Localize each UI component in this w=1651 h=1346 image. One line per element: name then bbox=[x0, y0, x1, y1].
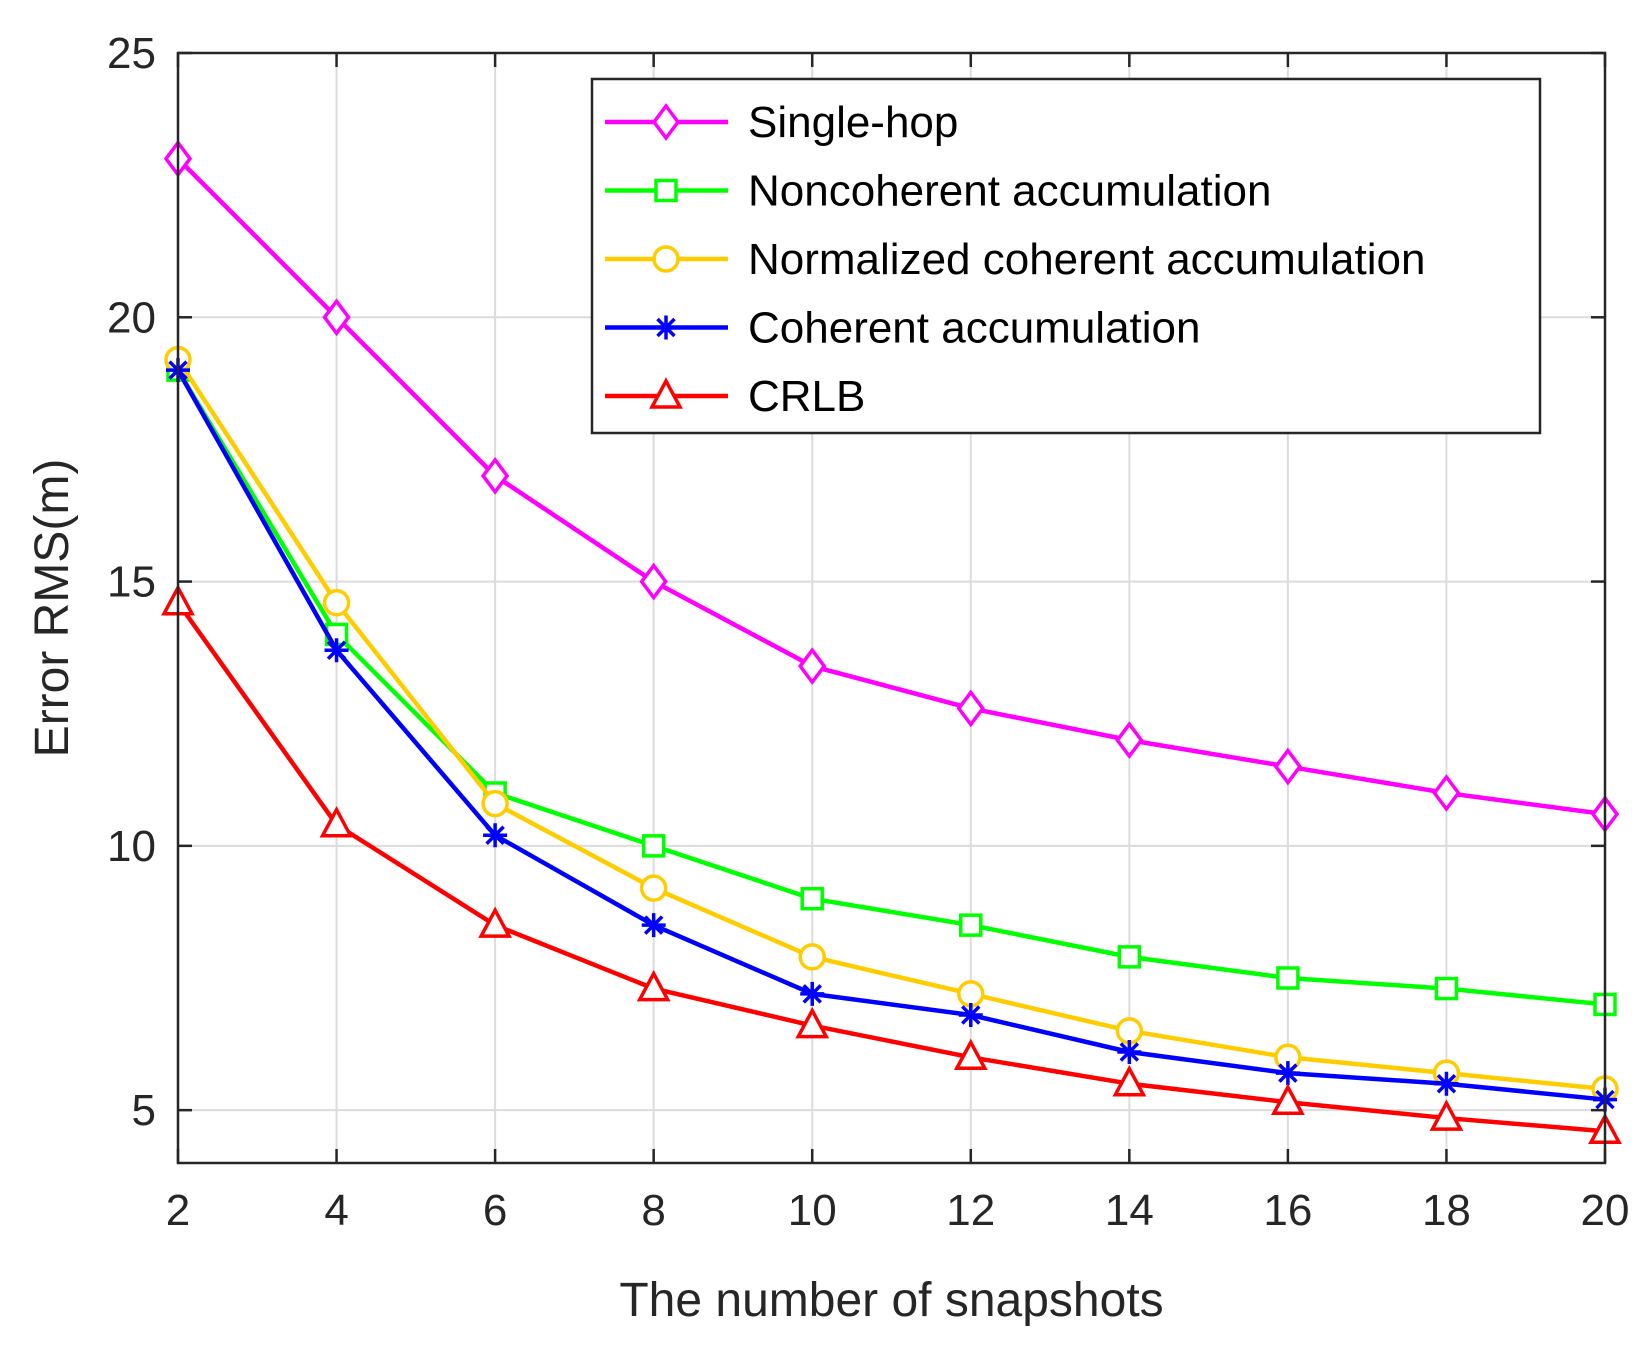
series-line-crlb bbox=[176, 601, 1606, 1134]
data-point-crlb bbox=[319, 806, 354, 838]
legend-marker-coherent-accumulation bbox=[654, 315, 678, 340]
data-point-noncoherent-accumulation bbox=[1434, 976, 1459, 1001]
legend-marker-single-hop bbox=[651, 103, 681, 141]
x-tick-label: 4 bbox=[324, 1186, 348, 1235]
series-crlb bbox=[161, 584, 1622, 1145]
legend-label-single-hop: Single-hop bbox=[748, 98, 958, 147]
legend-label-crlb: CRLB bbox=[748, 372, 865, 421]
data-point-single-hop bbox=[1432, 774, 1461, 812]
legend-marker-noncoherent-accumulation bbox=[654, 178, 678, 203]
data-point-crlb bbox=[478, 906, 513, 938]
x-tick-label: 2 bbox=[166, 1186, 190, 1235]
series-normalized-coherent-accumulation bbox=[164, 345, 1619, 1103]
legend-box bbox=[590, 77, 1542, 435]
legend-entry-crlb: CRLB bbox=[605, 372, 865, 421]
series-coherent-accumulation bbox=[166, 358, 1617, 1112]
data-point-crlb bbox=[795, 1006, 830, 1039]
data-point-coherent-accumulation bbox=[324, 638, 349, 663]
data-point-noncoherent-accumulation bbox=[959, 913, 983, 937]
data-point-noncoherent-accumulation bbox=[800, 886, 824, 911]
data-point-noncoherent-accumulation bbox=[1117, 945, 1142, 969]
data-point-noncoherent-accumulation bbox=[641, 834, 666, 858]
data-point-noncoherent-accumulation bbox=[1276, 966, 1300, 990]
x-tick-label: 20 bbox=[1581, 1186, 1630, 1235]
data-point-coherent-accumulation bbox=[800, 981, 825, 1006]
x-tick-label: 12 bbox=[946, 1186, 995, 1235]
legend-entry-noncoherent-accumulation: Noncoherent accumulation bbox=[605, 167, 1271, 216]
series-line-normalized-coherent-accumulation bbox=[176, 358, 1606, 1092]
y-axis-label: Error RMS(m) bbox=[26, 459, 79, 758]
data-point-normalized-coherent-accumulation bbox=[798, 943, 826, 971]
plot-frame bbox=[176, 51, 1607, 1165]
legend-entry-single-hop: Single-hop bbox=[605, 98, 958, 147]
data-point-crlb bbox=[1429, 1099, 1464, 1131]
legend: Single-hop Noncoherent accumulation Normal… bbox=[590, 77, 1542, 435]
data-point-crlb bbox=[636, 969, 671, 1002]
legend-label-normalized-coherent-accumulation: Normalized coherent accumulation bbox=[748, 235, 1425, 284]
data-point-normalized-coherent-accumulation bbox=[322, 588, 351, 617]
legend-entry-normalized-coherent-accumulation: Normalized coherent accumulation bbox=[605, 235, 1425, 284]
data-point-coherent-accumulation bbox=[1434, 1071, 1459, 1096]
x-tick-label: 16 bbox=[1263, 1186, 1312, 1235]
legend-marker-crlb bbox=[649, 377, 683, 409]
y-tick-label: 10 bbox=[107, 822, 156, 871]
data-point-single-hop bbox=[480, 456, 510, 495]
legend-label-coherent-accumulation: Coherent accumulation bbox=[748, 304, 1200, 353]
data-point-single-hop bbox=[798, 647, 827, 686]
series-line-single-hop bbox=[176, 157, 1606, 817]
legend-marker-normalized-coherent-accumulation bbox=[652, 245, 680, 273]
x-tick-label: 6 bbox=[483, 1186, 507, 1235]
data-point-crlb bbox=[1270, 1083, 1305, 1115]
series-line-coherent-accumulation bbox=[176, 369, 1606, 1102]
data-point-single-hop bbox=[1273, 747, 1303, 786]
data-point-single-hop bbox=[956, 689, 985, 728]
x-tick-label: 18 bbox=[1422, 1186, 1471, 1235]
series-layer bbox=[161, 139, 1622, 1145]
x-tick-label: 10 bbox=[788, 1186, 837, 1235]
data-point-coherent-accumulation bbox=[483, 823, 508, 848]
data-point-normalized-coherent-accumulation bbox=[639, 874, 668, 902]
axis-ticks: 2 4 6 8 10 12 14 16 18 20 5 10 15 20 25 bbox=[107, 29, 1629, 1235]
data-point-normalized-coherent-accumulation bbox=[957, 980, 985, 1008]
data-point-coherent-accumulation bbox=[958, 1003, 983, 1027]
series-line-noncoherent-accumulation bbox=[176, 368, 1606, 1007]
data-point-crlb bbox=[1112, 1065, 1147, 1097]
x-axis-label: The number of snapshots bbox=[619, 1274, 1163, 1327]
data-point-coherent-accumulation bbox=[1117, 1040, 1142, 1064]
data-point-single-hop bbox=[1115, 721, 1144, 760]
x-tick-label: 14 bbox=[1105, 1186, 1154, 1235]
x-tick-label: 8 bbox=[641, 1186, 665, 1235]
y-tick-label: 5 bbox=[132, 1086, 156, 1135]
series-single-hop bbox=[163, 139, 1620, 834]
y-tick-label: 20 bbox=[107, 293, 156, 342]
data-point-coherent-accumulation bbox=[641, 913, 666, 938]
data-point-coherent-accumulation bbox=[1275, 1061, 1300, 1086]
legend-label-noncoherent-accumulation: Noncoherent accumulation bbox=[748, 167, 1271, 216]
y-tick-label: 25 bbox=[107, 29, 156, 78]
data-point-normalized-coherent-accumulation bbox=[1115, 1017, 1144, 1045]
data-point-crlb bbox=[953, 1038, 988, 1071]
data-point-single-hop bbox=[322, 298, 351, 337]
data-point-single-hop bbox=[639, 562, 668, 601]
legend-entry-coherent-accumulation: Coherent accumulation bbox=[605, 304, 1200, 353]
data-point-normalized-coherent-accumulation bbox=[481, 789, 509, 818]
y-tick-label: 15 bbox=[107, 558, 156, 607]
